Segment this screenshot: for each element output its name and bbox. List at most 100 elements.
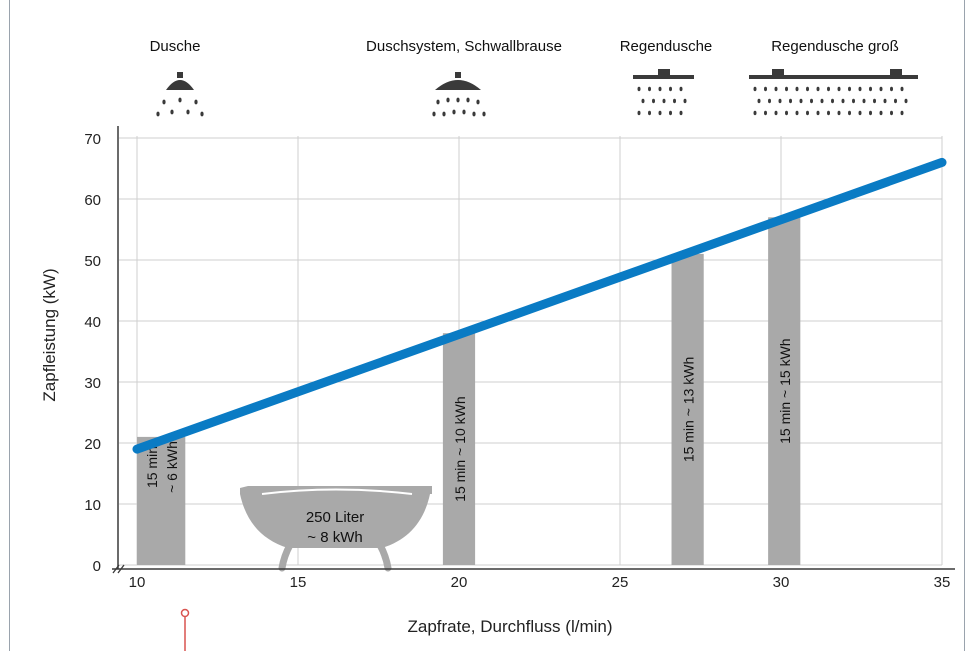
water-drop <box>764 110 767 116</box>
water-drop <box>827 86 830 92</box>
bathtub-label-energy: ~ 8 kWh <box>307 529 362 546</box>
water-drop <box>858 86 862 92</box>
water-drop <box>785 110 788 116</box>
water-drop <box>789 98 792 104</box>
water-drop <box>862 98 866 104</box>
x-axis-label: Zapfrate, Durchfluss (l/min) <box>408 617 613 636</box>
small-shower-head-icon <box>156 72 204 117</box>
y-tick-label: 50 <box>84 253 101 270</box>
axis-break-mark <box>117 564 125 574</box>
water-drop <box>648 110 651 116</box>
y-tick-label: 20 <box>84 436 101 453</box>
water-drop <box>648 86 651 92</box>
rain-bar <box>749 75 918 79</box>
water-drop <box>768 98 771 104</box>
water-drop <box>200 111 204 117</box>
water-drop <box>879 110 883 116</box>
rain-mount <box>772 69 784 76</box>
water-drop <box>869 86 872 92</box>
water-drop <box>178 97 182 103</box>
water-drop <box>194 99 198 105</box>
water-drop <box>858 110 862 116</box>
water-drop <box>637 86 641 92</box>
marker-pin <box>180 608 190 618</box>
shower-label: Regendusche groß <box>771 38 899 55</box>
rain-mount <box>890 69 902 76</box>
water-drop <box>900 86 904 92</box>
water-drop <box>679 110 683 116</box>
series-line <box>132 157 947 454</box>
shower-label: Dusche <box>150 38 201 55</box>
water-drop <box>890 86 893 92</box>
water-drop <box>156 111 160 117</box>
water-drop <box>894 98 897 104</box>
axis-break-mark <box>112 564 120 574</box>
y-tick-label: 60 <box>84 192 101 209</box>
water-drop <box>658 110 662 116</box>
water-drop <box>442 111 446 117</box>
water-drop <box>883 98 887 104</box>
x-tick-label: 35 <box>934 574 951 591</box>
water-drop <box>848 110 851 116</box>
water-drop <box>436 99 440 105</box>
water-drop <box>658 86 662 92</box>
water-drop <box>778 98 782 104</box>
y-axis-label: Zapfleistung (kW) <box>40 268 59 401</box>
bar <box>671 253 704 565</box>
y-tick-label: 70 <box>84 131 101 148</box>
water-drop <box>757 98 761 104</box>
water-drop <box>466 97 470 103</box>
water-drop <box>679 86 683 92</box>
water-drop <box>641 98 645 104</box>
series-line-group <box>132 157 947 454</box>
water-drop <box>456 97 460 103</box>
water-drop <box>785 86 788 92</box>
water-drop <box>820 98 824 104</box>
rain-bar <box>633 75 694 79</box>
shower-head <box>435 80 481 90</box>
y-tick-label: 10 <box>84 497 101 514</box>
water-drop <box>162 99 166 105</box>
x-tick-label: 15 <box>290 574 307 591</box>
x-tick-label: 25 <box>612 574 629 591</box>
water-drop <box>774 110 778 116</box>
bar-data-label: 15 min ~ 15 kWh <box>777 338 793 443</box>
x-tick-label: 10 <box>129 574 146 591</box>
water-drop <box>806 110 809 116</box>
shower-pipe <box>177 72 183 78</box>
bar <box>768 217 801 566</box>
axes: 0 10 20 30 40 50 60 70 10 15 20 25 30 35 <box>84 126 955 591</box>
location-marker <box>180 608 190 651</box>
bar-data-label: 15 min <box>144 446 160 488</box>
water-drop <box>873 98 876 104</box>
water-drop <box>669 110 672 116</box>
shower-pipe <box>455 72 461 78</box>
water-drop <box>900 110 904 116</box>
water-drop <box>890 110 893 116</box>
rain-shower-icon <box>633 69 694 116</box>
water-drop <box>753 110 757 116</box>
water-drop <box>462 109 466 115</box>
x-tick-label: 30 <box>773 574 790 591</box>
water-drop <box>810 98 813 104</box>
water-drop <box>806 86 809 92</box>
water-drop <box>662 98 666 104</box>
shower-head <box>166 80 194 90</box>
water-drop <box>482 111 486 117</box>
water-drop <box>637 110 641 116</box>
bathtub-icon <box>240 486 432 572</box>
shower-icons: Dusche Duschsystem, Schwallbrause Regendus… <box>150 38 918 117</box>
water-drop <box>774 86 778 92</box>
bar-data-label: ~ 6 kWh <box>164 441 180 493</box>
water-drop <box>831 98 834 104</box>
water-drop <box>446 97 450 103</box>
bathtub-foot <box>278 541 294 572</box>
water-drop <box>837 86 841 92</box>
bathtub-group: 250 Liter ~ 8 kWh <box>240 486 432 572</box>
water-drop <box>432 111 436 117</box>
water-drop <box>186 109 190 115</box>
water-drop <box>827 110 830 116</box>
y-tick-label: 30 <box>84 375 101 392</box>
water-drop <box>799 98 803 104</box>
water-drop <box>673 98 676 104</box>
